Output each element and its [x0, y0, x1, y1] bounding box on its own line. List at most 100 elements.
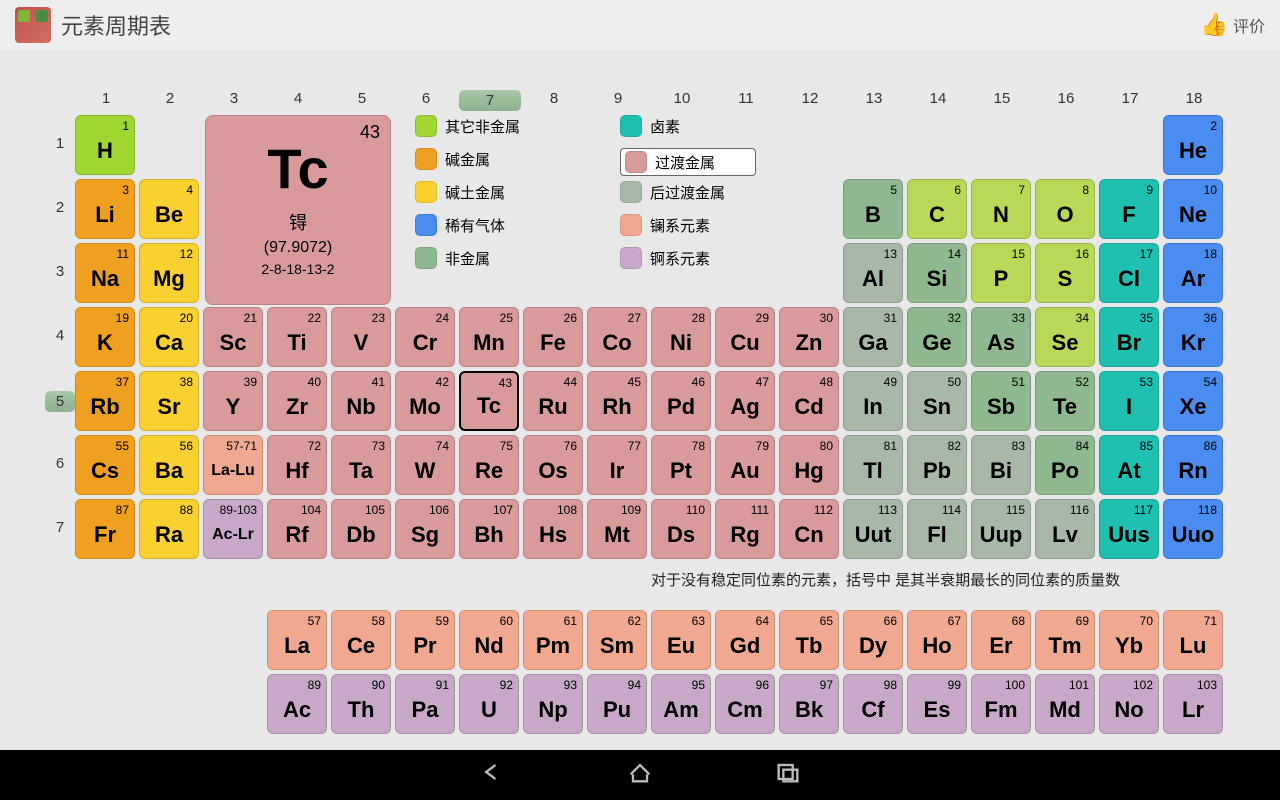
element-Mg[interactable]: 12Mg: [139, 243, 199, 303]
row-header-4[interactable]: 4: [45, 327, 75, 344]
legend-item[interactable]: 锕系元素: [620, 247, 710, 269]
element-Zn[interactable]: 30Zn: [779, 307, 839, 367]
element-Sg[interactable]: 106Sg: [395, 499, 455, 559]
element-Tl[interactable]: 81Tl: [843, 435, 903, 495]
element-Te[interactable]: 52Te: [1035, 371, 1095, 431]
element-Xe[interactable]: 54Xe: [1163, 371, 1223, 431]
element-Sm[interactable]: 62Sm: [587, 610, 647, 670]
col-header-12[interactable]: 12: [779, 90, 841, 107]
element-Tb[interactable]: 65Tb: [779, 610, 839, 670]
element-Fr[interactable]: 87Fr: [75, 499, 135, 559]
element-Co[interactable]: 27Co: [587, 307, 647, 367]
element-La[interactable]: 57La: [267, 610, 327, 670]
element-Ac-Lr[interactable]: 89-103Ac-Lr: [203, 499, 263, 559]
element-C[interactable]: 6C: [907, 179, 967, 239]
element-Cs[interactable]: 55Cs: [75, 435, 135, 495]
element-Er[interactable]: 68Er: [971, 610, 1031, 670]
element-Os[interactable]: 76Os: [523, 435, 583, 495]
legend-item[interactable]: 镧系元素: [620, 214, 710, 236]
element-Ra[interactable]: 88Ra: [139, 499, 199, 559]
element-Au[interactable]: 79Au: [715, 435, 775, 495]
element-Ga[interactable]: 31Ga: [843, 307, 903, 367]
element-Am[interactable]: 95Am: [651, 674, 711, 734]
element-Mn[interactable]: 25Mn: [459, 307, 519, 367]
element-Lv[interactable]: 116Lv: [1035, 499, 1095, 559]
col-header-16[interactable]: 16: [1035, 90, 1097, 107]
element-I[interactable]: 53I: [1099, 371, 1159, 431]
element-Lr[interactable]: 103Lr: [1163, 674, 1223, 734]
element-Pr[interactable]: 59Pr: [395, 610, 455, 670]
element-Zr[interactable]: 40Zr: [267, 371, 327, 431]
element-Ac[interactable]: 89Ac: [267, 674, 327, 734]
element-Al[interactable]: 13Al: [843, 243, 903, 303]
col-header-7[interactable]: 7: [459, 90, 521, 111]
element-Pd[interactable]: 46Pd: [651, 371, 711, 431]
element-Ho[interactable]: 67Ho: [907, 610, 967, 670]
element-Pa[interactable]: 91Pa: [395, 674, 455, 734]
element-Bi[interactable]: 83Bi: [971, 435, 1031, 495]
element-H[interactable]: 1H: [75, 115, 135, 175]
element-Hg[interactable]: 80Hg: [779, 435, 839, 495]
col-header-6[interactable]: 6: [395, 90, 457, 107]
element-La-Lu[interactable]: 57-71La-Lu: [203, 435, 263, 495]
element-Sc[interactable]: 21Sc: [203, 307, 263, 367]
element-Rh[interactable]: 45Rh: [587, 371, 647, 431]
legend-item[interactable]: 碱土金属: [415, 181, 505, 203]
col-header-15[interactable]: 15: [971, 90, 1033, 107]
row-header-7[interactable]: 7: [45, 519, 75, 536]
element-Po[interactable]: 84Po: [1035, 435, 1095, 495]
element-Li[interactable]: 3Li: [75, 179, 135, 239]
element-Nb[interactable]: 41Nb: [331, 371, 391, 431]
element-Th[interactable]: 90Th: [331, 674, 391, 734]
element-Fe[interactable]: 26Fe: [523, 307, 583, 367]
element-P[interactable]: 15P: [971, 243, 1031, 303]
element-Cd[interactable]: 48Cd: [779, 371, 839, 431]
element-Sb[interactable]: 51Sb: [971, 371, 1031, 431]
element-In[interactable]: 49In: [843, 371, 903, 431]
legend-item[interactable]: 卤素: [620, 115, 680, 137]
element-He[interactable]: 2He: [1163, 115, 1223, 175]
element-Ir[interactable]: 77Ir: [587, 435, 647, 495]
element-Pb[interactable]: 82Pb: [907, 435, 967, 495]
element-Rf[interactable]: 104Rf: [267, 499, 327, 559]
element-Ba[interactable]: 56Ba: [139, 435, 199, 495]
element-Ce[interactable]: 58Ce: [331, 610, 391, 670]
element-As[interactable]: 33As: [971, 307, 1031, 367]
col-header-1[interactable]: 1: [75, 90, 137, 107]
element-Tm[interactable]: 69Tm: [1035, 610, 1095, 670]
element-O[interactable]: 8O: [1035, 179, 1095, 239]
col-header-18[interactable]: 18: [1163, 90, 1225, 107]
element-Rg[interactable]: 111Rg: [715, 499, 775, 559]
element-Re[interactable]: 75Re: [459, 435, 519, 495]
element-Cl[interactable]: 17Cl: [1099, 243, 1159, 303]
element-At[interactable]: 85At: [1099, 435, 1159, 495]
element-Uup[interactable]: 115Uup: [971, 499, 1031, 559]
element-Lu[interactable]: 71Lu: [1163, 610, 1223, 670]
row-header-6[interactable]: 6: [45, 455, 75, 472]
col-header-2[interactable]: 2: [139, 90, 201, 107]
element-Es[interactable]: 99Es: [907, 674, 967, 734]
row-header-3[interactable]: 3: [45, 263, 75, 280]
element-Sn[interactable]: 50Sn: [907, 371, 967, 431]
element-Ca[interactable]: 20Ca: [139, 307, 199, 367]
element-Bk[interactable]: 97Bk: [779, 674, 839, 734]
element-Pm[interactable]: 61Pm: [523, 610, 583, 670]
recent-button[interactable]: [774, 758, 802, 793]
element-Dy[interactable]: 66Dy: [843, 610, 903, 670]
element-Y[interactable]: 39Y: [203, 371, 263, 431]
legend-item[interactable]: 后过渡金属: [620, 181, 725, 203]
col-header-4[interactable]: 4: [267, 90, 329, 107]
element-W[interactable]: 74W: [395, 435, 455, 495]
element-Ge[interactable]: 32Ge: [907, 307, 967, 367]
element-Uus[interactable]: 117Uus: [1099, 499, 1159, 559]
legend-item[interactable]: 其它非金属: [415, 115, 520, 137]
element-Cf[interactable]: 98Cf: [843, 674, 903, 734]
element-U[interactable]: 92U: [459, 674, 519, 734]
element-Ru[interactable]: 44Ru: [523, 371, 583, 431]
element-Be[interactable]: 4Be: [139, 179, 199, 239]
col-header-17[interactable]: 17: [1099, 90, 1161, 107]
element-Cr[interactable]: 24Cr: [395, 307, 455, 367]
element-Ne[interactable]: 10Ne: [1163, 179, 1223, 239]
element-Cu[interactable]: 29Cu: [715, 307, 775, 367]
row-header-5[interactable]: 5: [45, 391, 75, 412]
